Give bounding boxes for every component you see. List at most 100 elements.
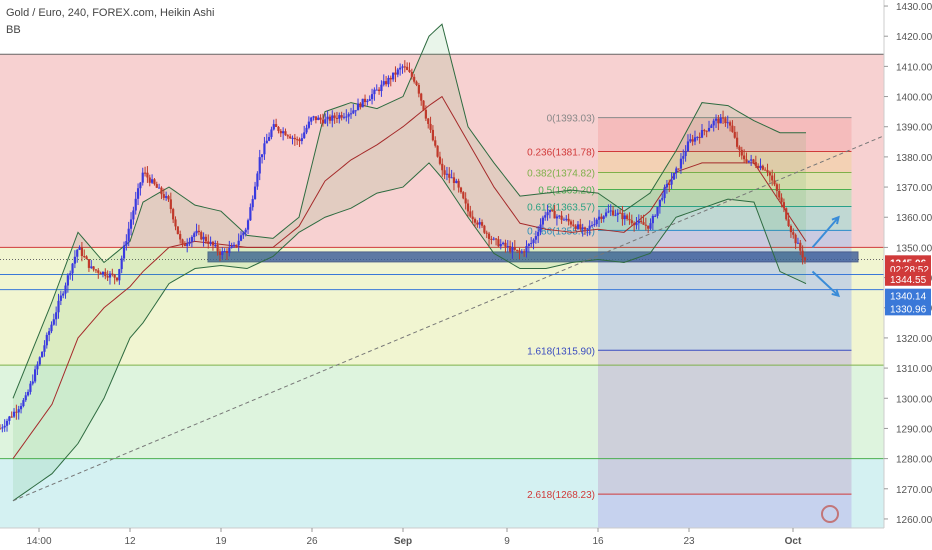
candle-body-8: [17, 409, 20, 413]
candle-body-327: [764, 169, 767, 171]
candle-body-174: [406, 66, 409, 70]
candle-body-10: [22, 400, 25, 407]
price-tick-label-2: 1410.00: [896, 62, 932, 73]
candle-body-223: [520, 251, 523, 253]
candle-body-185: [431, 129, 434, 141]
candle-body-341: [796, 242, 800, 244]
candle-body-6: [12, 411, 16, 417]
candle-body-256: [597, 216, 601, 220]
candle-body-154: [359, 103, 362, 108]
fib-zone-0: [598, 117, 852, 152]
candle-body-330: [771, 175, 774, 181]
candle-body-297: [693, 137, 697, 142]
candle-body-292: [682, 156, 685, 159]
candle-body-169: [394, 72, 397, 75]
candle-body-288: [672, 173, 676, 180]
candle-body-95: [221, 251, 224, 255]
price-tick-label-0: 1430.00: [896, 2, 932, 13]
candle-body-206: [480, 222, 484, 226]
candle-body-192: [448, 173, 451, 178]
candle-body-23: [52, 319, 55, 325]
candle-body-219: [511, 247, 514, 252]
candle-body-153: [356, 103, 360, 111]
candle-body-183: [427, 118, 430, 124]
candle-body-77: [179, 234, 182, 240]
price-tick-label-3: 1400.00: [896, 93, 932, 104]
candle-body-127: [296, 139, 299, 141]
candle-body-235: [548, 210, 551, 213]
candle-body-116: [270, 129, 273, 138]
candle-body-298: [696, 136, 699, 138]
candle-body-322: [752, 159, 755, 163]
candle-body-147: [342, 116, 346, 118]
candle-body-24: [55, 312, 58, 320]
candle-body-240: [560, 215, 563, 220]
candle-body-114: [265, 140, 268, 144]
candle-body-15: [34, 369, 37, 382]
candle-body-200: [466, 203, 470, 212]
candle-body-313: [731, 125, 734, 132]
candle-body-108: [251, 199, 254, 208]
candle-body-254: [593, 224, 596, 226]
candle-body-112: [260, 154, 264, 158]
candle-body-26: [59, 295, 62, 301]
candle-body-142: [331, 115, 334, 121]
candle-body-262: [611, 210, 615, 216]
candle-body-208: [485, 232, 488, 234]
candle-body-301: [703, 130, 706, 132]
candle-body-61: [141, 172, 144, 183]
candle-body-82: [190, 236, 193, 242]
candle-body-339: [792, 232, 795, 235]
candle-body-331: [773, 180, 776, 185]
candle-body-4: [8, 416, 11, 421]
candle-body-245: [572, 224, 575, 226]
candle-body-133: [310, 117, 313, 122]
candle-body-131: [305, 127, 308, 133]
candle-body-89: [207, 241, 210, 244]
candle-body-99: [230, 246, 233, 248]
candle-body-324: [757, 165, 760, 169]
candle-body-307: [717, 118, 720, 124]
candle-body-176: [410, 72, 413, 77]
candle-body-92: [214, 245, 217, 247]
candle-body-48: [111, 273, 114, 275]
candle-body-281: [656, 206, 659, 216]
candle-body-139: [324, 119, 327, 124]
candle-body-291: [679, 158, 683, 169]
candle-body-221: [516, 249, 519, 251]
candle-body-199: [464, 198, 467, 204]
candle-body-74: [172, 209, 175, 220]
price-tick-label-14: 1290.00: [896, 424, 932, 435]
candle-body-318: [743, 155, 746, 160]
candle-body-296: [691, 139, 694, 142]
candle-body-295: [689, 139, 692, 142]
candle-body-270: [630, 220, 633, 224]
candle-body-198: [462, 192, 465, 199]
candle-body-334: [780, 197, 783, 203]
candle-body-255: [595, 219, 598, 225]
candle-body-321: [750, 159, 753, 161]
candle-body-178: [415, 81, 418, 85]
candle-body-196: [457, 180, 460, 188]
candle-body-273: [637, 220, 640, 224]
candle-body-72: [167, 196, 170, 200]
candle-body-94: [218, 251, 222, 255]
candle-body-338: [789, 226, 793, 233]
time-axis-bg: [0, 528, 932, 550]
candle-body-230: [537, 231, 540, 237]
candle-body-282: [658, 199, 661, 207]
candle-body-316: [738, 146, 741, 150]
price-tick-label-5: 1380.00: [896, 153, 932, 164]
candle-body-40: [92, 266, 95, 270]
candle-body-75: [174, 219, 177, 227]
candle-body-155: [361, 98, 364, 108]
candle-body-107: [249, 207, 252, 221]
candle-body-90: [209, 241, 212, 244]
candle-body-117: [272, 124, 275, 130]
candle-body-326: [761, 165, 764, 170]
candle-body-58: [134, 198, 137, 211]
candle-body-68: [158, 187, 161, 189]
candle-body-186: [434, 140, 437, 146]
candle-body-197: [459, 187, 463, 193]
